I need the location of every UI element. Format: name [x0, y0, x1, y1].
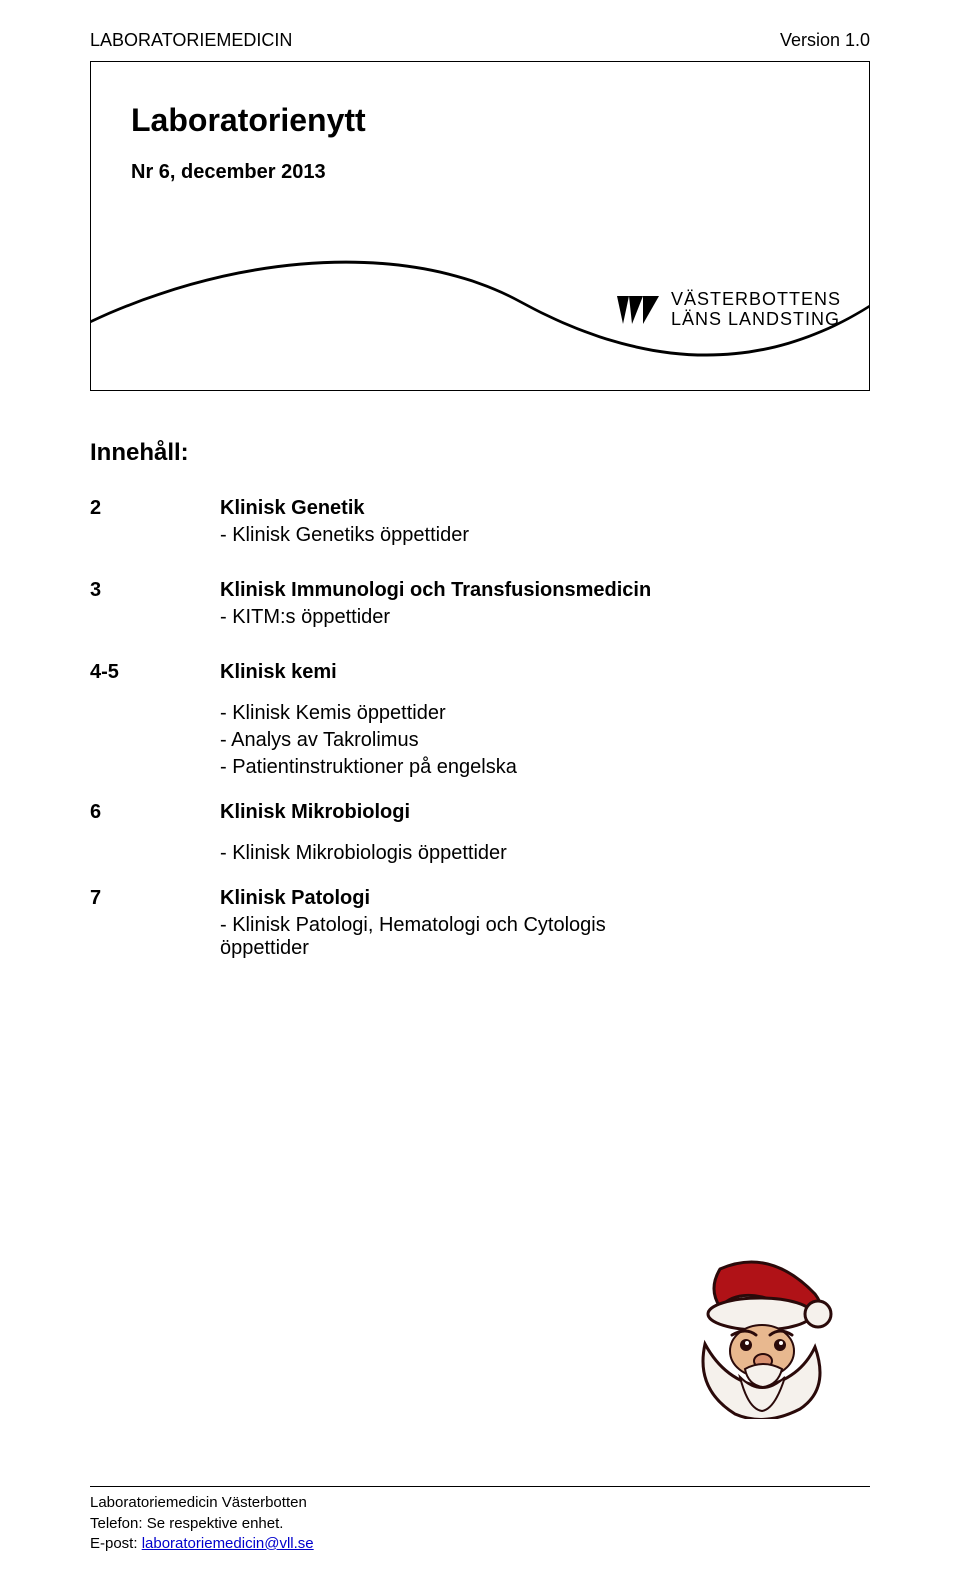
newsletter-issue: Nr 6, december 2013 — [131, 161, 829, 184]
logo-text-line1: VÄSTERBOTTENS — [671, 289, 841, 310]
toc-section-title: Klinisk Mikrobiologi — [220, 801, 870, 824]
toc-item: - Klinisk Genetiks öppettider — [220, 524, 870, 547]
toc-item: - KITM:s öppettider — [220, 606, 870, 629]
table-of-contents: 2 Klinisk Genetik - Klinisk Genetiks öpp… — [90, 497, 870, 964]
toc-page-num: 3 — [90, 579, 220, 633]
toc-page-num: 2 — [90, 497, 220, 551]
org-logo: VÄSTERBOTTENS LÄNS LANDSTING — [615, 289, 841, 330]
toc-body: Klinisk Genetik - Klinisk Genetiks öppet… — [220, 497, 870, 551]
footer-divider — [90, 1486, 870, 1487]
logo-text-line2: LÄNS LANDSTING — [671, 309, 841, 330]
toc-item: - Analys av Takrolimus — [220, 729, 870, 752]
toc-item: - Patientinstruktioner på engelska — [220, 756, 870, 779]
toc-section-title: Klinisk Patologi — [220, 887, 870, 910]
toc-row: 3 Klinisk Immunologi och Transfusionsmed… — [90, 579, 870, 633]
footer-org: Laboratoriemedicin Västerbotten — [90, 1493, 870, 1513]
toc-row: 4-5 Klinisk kemi - Klinisk Kemis öppetti… — [90, 661, 870, 783]
toc-section-title: Klinisk Immunologi och Transfusionsmedic… — [220, 579, 870, 602]
toc-row: 2 Klinisk Genetik - Klinisk Genetiks öpp… — [90, 497, 870, 551]
toc-item: - Klinisk Patologi, Hematologi och Cytol… — [220, 914, 680, 960]
footer-email-label: E-post: — [90, 1535, 142, 1552]
toc-page-num: 4-5 — [90, 661, 220, 783]
header-box: Laboratorienytt Nr 6, december 2013 VÄST… — [90, 61, 870, 391]
department-label: LABORATORIEMEDICIN — [90, 30, 292, 51]
toc-row: 6 Klinisk Mikrobiologi - Klinisk Mikrobi… — [90, 801, 870, 869]
toc-item: - Klinisk Mikrobiologis öppettider — [220, 842, 870, 865]
top-row: LABORATORIEMEDICIN Version 1.0 — [90, 30, 870, 51]
toc-page-num: 6 — [90, 801, 220, 869]
toc-section-title: Klinisk kemi — [220, 661, 870, 684]
toc-body: Klinisk Immunologi och Transfusionsmedic… — [220, 579, 870, 633]
toc-section-title: Klinisk Genetik — [220, 497, 870, 520]
toc-body: Klinisk kemi - Klinisk Kemis öppettider … — [220, 661, 870, 783]
toc-row: 7 Klinisk Patologi - Klinisk Patologi, H… — [90, 887, 870, 964]
footer-phone: Telefon: Se respektive enhet. — [90, 1514, 870, 1534]
footer-email-line: E-post: laboratoriemedicin@vll.se — [90, 1534, 870, 1554]
toc-body: Klinisk Mikrobiologi - Klinisk Mikrobiol… — [220, 801, 870, 869]
footer-email-link[interactable]: laboratoriemedicin@vll.se — [142, 1535, 314, 1552]
version-label: Version 1.0 — [780, 30, 870, 51]
toc-item: - Klinisk Kemis öppettider — [220, 702, 870, 725]
newsletter-title: Laboratorienytt — [131, 102, 829, 139]
santa-illustration-icon — [690, 1259, 840, 1424]
toc-page-num: 7 — [90, 887, 220, 964]
toc-body: Klinisk Patologi - Klinisk Patologi, Hem… — [220, 887, 870, 964]
page-footer: Laboratoriemedicin Västerbotten Telefon:… — [90, 1486, 870, 1554]
contents-heading: Innehåll: — [90, 439, 870, 467]
logo-text: VÄSTERBOTTENS LÄNS LANDSTING — [671, 289, 841, 330]
logo-mark-icon — [615, 290, 661, 328]
